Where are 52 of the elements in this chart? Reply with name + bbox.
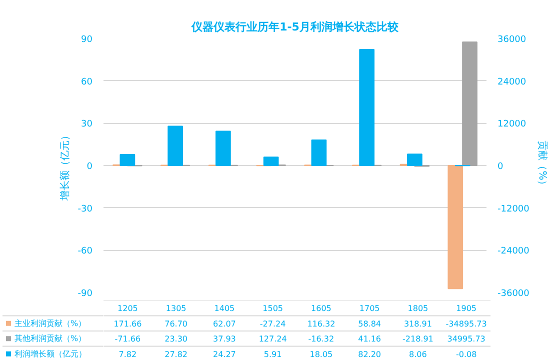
data-label: -27.24 — [260, 319, 286, 328]
y2-tick-label: 24000 — [498, 77, 526, 88]
data-label: 7.82 — [118, 350, 137, 359]
y2-tick-label: -12000 — [498, 204, 530, 214]
data-label: -218.91 — [402, 334, 434, 344]
x-tick-label: 1305 — [166, 304, 186, 314]
y2-tick-label: 12000 — [498, 120, 526, 130]
y-tick-label: 0 — [86, 162, 93, 172]
legend-label: 其他利润贡献（%） — [14, 334, 86, 344]
data-label: 8.06 — [409, 350, 427, 359]
data-label: 37.93 — [212, 334, 236, 344]
data-label: 41.16 — [358, 334, 382, 344]
y-tick-label: 90 — [81, 35, 93, 45]
y-tick-label: -90 — [78, 289, 93, 299]
y2-tick-label: 36000 — [498, 35, 526, 45]
data-label: 116.32 — [307, 319, 336, 328]
x-tick-label: 1205 — [118, 304, 138, 314]
x-tick-label: 1605 — [311, 304, 332, 314]
x-tick-label: 1405 — [214, 304, 235, 314]
x-tick-label: 1705 — [359, 304, 380, 314]
data-label: 5.91 — [264, 350, 282, 359]
x-tick-label: 1905 — [456, 304, 476, 314]
data-label: 27.82 — [164, 350, 188, 359]
chart-title: 仪器仪表行业历年1-5月利润增长状态比较 — [190, 20, 400, 34]
data-label: 171.66 — [114, 319, 142, 328]
y-tick-label: -60 — [78, 246, 93, 257]
data-label: 23.30 — [164, 334, 188, 344]
legend-label: 利润增长额（亿元） — [14, 349, 86, 358]
data-label: -0.08 — [456, 350, 477, 359]
x-tick-label: 1805 — [408, 304, 428, 314]
y2-tick-label: -36000 — [498, 289, 530, 299]
y2-tick-label: -24000 — [498, 246, 530, 257]
data-label: 58.84 — [358, 319, 382, 328]
data-label: -34895.73 — [446, 319, 487, 328]
data-label: 82.20 — [358, 350, 382, 359]
y-axis-title: 增长额（亿元） — [58, 130, 71, 202]
legend-label: 主业利润贡献（%） — [14, 318, 86, 328]
data-label: 62.07 — [212, 319, 236, 328]
y2-axis-title: 贡献（%） — [536, 140, 548, 190]
y-tick-label: -30 — [78, 204, 93, 214]
data-label: -71.66 — [114, 334, 141, 344]
data-label: 318.91 — [404, 319, 432, 328]
y-tick-label: 60 — [81, 77, 93, 88]
data-label: 127.24 — [258, 334, 287, 344]
data-label: 34995.73 — [447, 334, 486, 344]
data-label: 24.27 — [212, 350, 236, 359]
y2-tick-label: 0 — [498, 162, 504, 172]
x-tick-label: 1505 — [262, 304, 283, 314]
y-tick-label: 30 — [81, 120, 93, 130]
data-label: 18.05 — [310, 350, 333, 359]
data-label: 76.70 — [164, 319, 188, 328]
data-label: -16.32 — [308, 334, 334, 344]
